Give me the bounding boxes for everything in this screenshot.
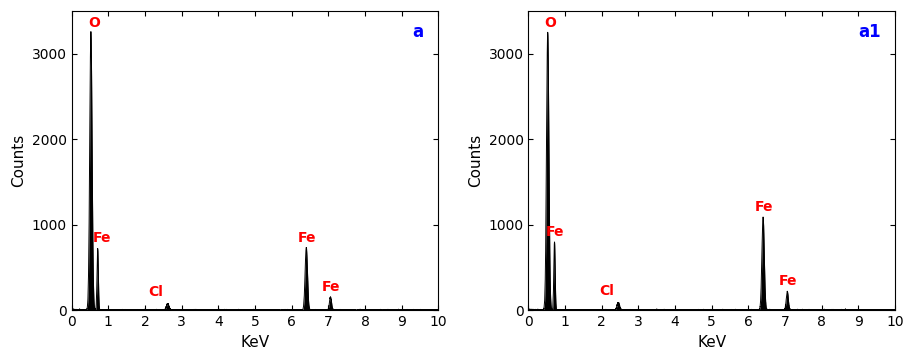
X-axis label: KeV: KeV xyxy=(241,335,270,350)
Text: Fe: Fe xyxy=(92,231,112,245)
Text: Fe: Fe xyxy=(297,231,316,245)
Text: Cl: Cl xyxy=(599,284,614,298)
Text: Fe: Fe xyxy=(754,200,773,214)
Text: Fe: Fe xyxy=(322,280,340,294)
Text: a: a xyxy=(413,23,424,41)
X-axis label: KeV: KeV xyxy=(697,335,727,350)
Text: Cl: Cl xyxy=(148,285,164,299)
Text: O: O xyxy=(88,16,100,30)
Text: O: O xyxy=(544,16,556,30)
Text: Fe: Fe xyxy=(546,225,565,239)
Y-axis label: Counts: Counts xyxy=(468,134,483,187)
Text: Fe: Fe xyxy=(779,274,797,288)
Text: a1: a1 xyxy=(857,23,880,41)
Y-axis label: Counts: Counts xyxy=(11,134,27,187)
